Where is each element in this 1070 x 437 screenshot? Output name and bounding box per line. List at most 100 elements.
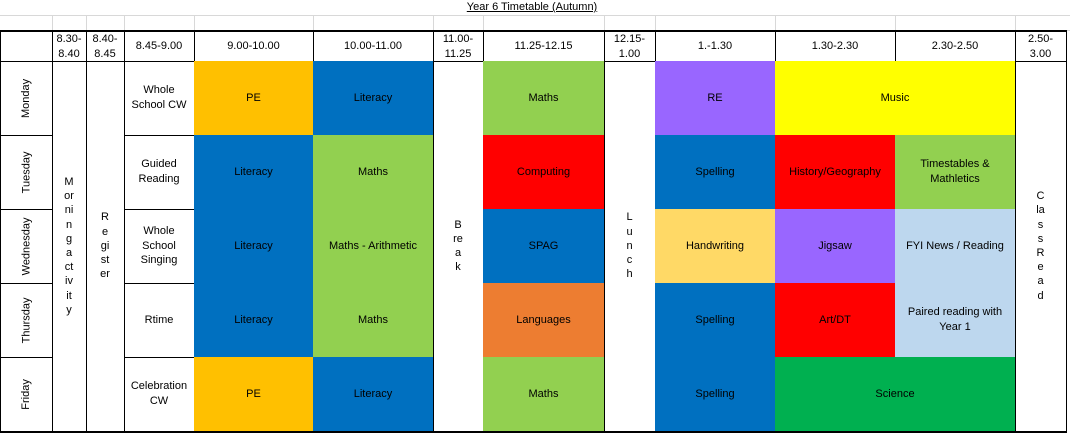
wednesday-literacy-cell: Literacy [194,209,314,284]
break-label: Break [453,218,463,274]
lesson-label: Maths - Arithmetic [328,239,418,252]
lesson-label: Celebration CW [130,380,188,407]
lesson-label: Rtime [144,313,174,326]
thursday-early-cell: Rtime [124,283,195,358]
wednesday-early-cell: Whole School Singing [124,209,195,284]
lesson-label: Whole School CW [131,84,187,111]
break-cell: Break [433,61,484,433]
gridline [655,15,656,30]
header-label: 2.30-2.50 [931,40,979,53]
tuesday-spelling-cell: Spelling [655,135,776,210]
wednesday-handwriting-cell: Handwriting [655,209,776,284]
monday-literacy-cell: Literacy [313,61,434,136]
wednesday-maths-arithmetic-cell: Maths - Arithmetic [313,209,434,284]
lesson-label: Literacy [234,239,273,252]
gridline [483,15,484,30]
friday-literacy-cell: Literacy [313,357,434,433]
lesson-label: History/Geography [789,165,881,178]
class-read-cell: Class Read [1015,61,1067,433]
class-read-label: Class Read [1036,190,1045,302]
lesson-label: Music [880,91,910,104]
sheet-title: Year 6 Timetable (Autumn) [466,1,598,13]
lesson-label: Whole School Singing [140,224,178,267]
lunch-cell: Lunch [604,61,656,433]
friday-maths-cell: Maths [483,357,605,433]
wednesday-jigsaw-cell: Jigsaw [775,209,896,284]
day-tuesday: Tuesday [0,135,53,210]
header-label: 1.30-2.30 [811,40,859,53]
monday-re-cell: RE [655,61,776,136]
header-cell-1215: 12.15-1.00 [604,30,656,62]
tuesday-history-geography-cell: History/Geography [775,135,896,210]
lesson-label: Maths [358,165,388,178]
tuesday-computing-cell: Computing [483,135,605,210]
lesson-label: Timestables & Mathletics [920,158,990,185]
morning-activity-label: Morning activity [64,175,74,316]
thursday-art-dt-cell: Art/DT [775,283,896,358]
gridline [604,15,605,30]
lesson-label: Literacy [234,165,273,178]
gridline [1015,15,1016,30]
monday-early-cell: Whole School CW [124,61,195,136]
header-label: 9.00-10.00 [227,40,280,53]
header-label: 11.00-11.25 [442,32,474,60]
friday-pe-cell: PE [194,357,314,433]
lesson-label: Art/DT [819,313,851,326]
header-corner [0,30,53,62]
lesson-label: Literacy [353,91,393,104]
tuesday-early-cell: Guided Reading [124,135,195,210]
gridline [0,15,1070,16]
header-cell-100: 1.-1.30 [655,30,776,62]
monday-pe-cell: PE [194,61,314,136]
header-label: 12.15-1.00 [613,32,646,60]
lesson-label: Spelling [695,165,735,178]
lesson-label: Spelling [695,313,735,326]
header-cell-840: 8.40-8.45 [86,30,125,62]
gridline [895,15,896,30]
thursday-paired-reading-cell: Paired reading with Year 1 [895,283,1016,358]
lunch-label: Lunch [626,211,633,281]
friday-early-cell: Celebration CW [124,357,195,433]
tuesday-maths-cell: Maths [313,135,434,210]
gridline [124,15,125,30]
day-wednesday: Wednesday [0,209,53,284]
header-label: 8.30-8.40 [56,32,82,60]
header-cell-830: 8.30-8.40 [52,30,87,62]
lesson-label: Science [875,387,915,400]
day-label: Friday [20,378,33,410]
header-cell-1125: 11.25-12.15 [483,30,605,62]
gridline [52,15,53,30]
lesson-label: Maths [358,313,388,326]
lesson-label: Computing [516,165,571,178]
lesson-label: Literacy [234,313,273,326]
day-monday: Monday [0,61,53,136]
register-cell: Register [86,61,125,433]
header-label: 2.50-3.00 [1027,32,1054,60]
monday-music-cell: Music [775,61,1016,136]
lesson-label: Spelling [695,387,735,400]
lesson-label: FYI News / Reading [906,239,1004,252]
thursday-literacy-cell: Literacy [194,283,314,358]
header-label: 8.40-8.45 [92,32,118,60]
gridline [194,15,195,30]
lesson-label: SPAG [528,239,559,252]
lesson-label: Literacy [353,387,393,400]
lesson-label: Maths [528,387,559,400]
morning-activity-cell: Morning activity [52,61,87,433]
header-cell-250: 2.50-3.00 [1015,30,1067,62]
lesson-label: Maths [528,91,559,104]
tuesday-literacy-cell: Literacy [194,135,314,210]
lesson-label: PE [246,387,261,400]
day-friday: Friday [0,357,53,433]
header-cell-130: 1.30-2.30 [775,30,896,62]
header-cell-845: 8.45-9.00 [124,30,195,62]
friday-spelling-cell: Spelling [655,357,776,433]
gridline [775,15,776,30]
tuesday-timestables-cell: Timestables & Mathletics [895,135,1016,210]
header-cell-230: 2.30-2.50 [895,30,1016,62]
gridline [313,15,314,30]
thursday-languages-cell: Languages [483,283,605,358]
lesson-label: Handwriting [685,239,745,252]
day-label: Thursday [20,297,33,343]
